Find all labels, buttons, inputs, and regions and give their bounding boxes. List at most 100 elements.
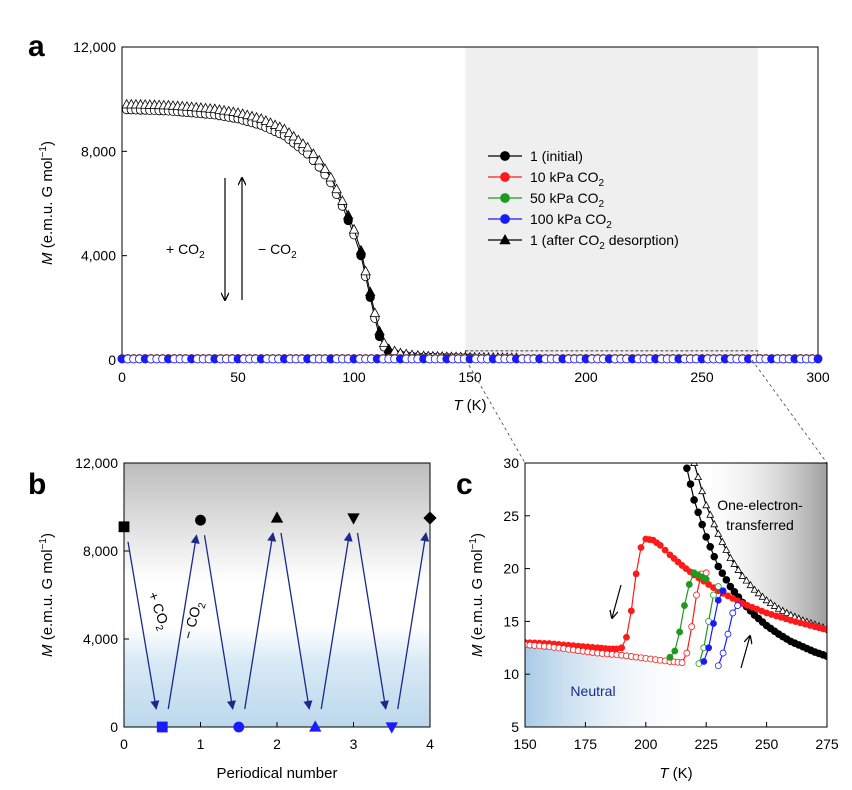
panel-c-x-tick-label: 225 (695, 736, 719, 752)
panel-c-data-point (681, 602, 688, 609)
panel-c-data-point (742, 576, 751, 584)
panel-a-data-point (342, 209, 354, 220)
panel-a-series-line (126, 103, 517, 359)
panel-c-data-point (632, 570, 640, 578)
panel-c-data-point (762, 596, 771, 604)
panel-a-data-point (374, 325, 385, 336)
panel-b-desorption-arrow (397, 532, 430, 710)
panel-a-y-tick-label: 8,000 (81, 143, 116, 159)
panel-a-plus-co2: + CO2 (166, 241, 205, 261)
panel-b-low-point (233, 721, 245, 733)
panel-c-y-tick-label: 10 (503, 666, 519, 682)
panel-a-data-point (288, 130, 299, 141)
panel-a-data-point (813, 354, 823, 364)
panel-c-x-tick-label: 275 (815, 736, 839, 752)
panel-a-data-point (297, 138, 309, 148)
panel-c-data-point (661, 546, 669, 554)
legend-marker (500, 214, 510, 224)
panel-a-x-tick-label: 150 (458, 369, 482, 385)
panel-c-data-point (637, 544, 645, 551)
panel-c-data-point (690, 463, 699, 466)
panel-c-data-point (671, 647, 679, 655)
panel-a-data-point (313, 154, 325, 165)
panel-c-x-tick-label: 150 (513, 736, 537, 752)
panel-a-shaded-region (465, 47, 758, 360)
panel-a-data-point (348, 223, 360, 234)
panel-c-data-point (702, 500, 711, 509)
panel-a-x-tick-label: 50 (230, 369, 246, 385)
panel-b-y-tick-label: 4,000 (83, 631, 118, 647)
panel-c-data-point (676, 628, 684, 636)
panel-c-data-point (754, 588, 763, 597)
panel-letter-a: a (28, 30, 45, 63)
panel-b-low-point (385, 722, 398, 734)
legend-label: 100 kPa CO2 (530, 211, 612, 231)
panel-a-data-point (364, 286, 376, 297)
panel-c-data-point (718, 537, 727, 545)
panel-c-x-tick-label: 200 (634, 736, 658, 752)
panel-c-data-point (774, 604, 783, 612)
panel-b-x-tick-label: 0 (120, 736, 128, 752)
panel-b-x-label: Periodical number (217, 765, 338, 782)
panel-b-chart: 0 1 2 3 4 0 4,000 8,000 12,000 Periodical number… (38, 455, 437, 782)
panel-b-desorption-arrow (244, 532, 277, 710)
panel-b-low-point (309, 720, 322, 732)
panel-b-high-point (423, 511, 437, 525)
panel-b-desorption-arrow (167, 534, 200, 710)
panel-c-data-point (690, 496, 698, 504)
panel-c-chart: 150 175 200 225 250 275 5 10 15 20 25 30 One-electr… (468, 455, 839, 782)
panel-c-y-tick-label: 20 (503, 561, 519, 577)
panel-b-x-tick-label: 3 (350, 736, 358, 752)
panel-c-data-point (618, 644, 626, 652)
panel-b-sorption-arrow (356, 532, 389, 710)
panel-c-data-point (734, 602, 742, 609)
panel-c-data-point (686, 480, 695, 488)
panel-c-data-point (705, 644, 713, 652)
panel-c-data-point (726, 582, 735, 591)
panel-c-data-point (782, 608, 791, 616)
panel-c-data-point (738, 571, 747, 579)
panel-c-data-point (730, 559, 739, 567)
panel-c-frame (524, 462, 828, 728)
panel-b-high-point (118, 521, 130, 533)
panel-c-data-point (688, 623, 696, 631)
panel-c-one-electron-label-1: One-electron- (717, 497, 803, 513)
legend-label: 10 kPa CO2 (530, 169, 604, 189)
panel-c-data-point (730, 588, 739, 596)
panel-b-sorption-arrow (127, 541, 160, 710)
panel-c-data-point (700, 658, 708, 665)
panel-c-data-point (778, 606, 787, 614)
panel-c-data-point (719, 649, 727, 657)
panel-letter-b: b (28, 468, 46, 501)
panel-c-data-point (726, 553, 735, 561)
panel-a-data-point (283, 127, 295, 137)
panel-c-data-point (627, 607, 635, 615)
panel-a-data-point (308, 148, 319, 158)
panel-c-data-point (722, 545, 731, 553)
panel-c-y-label: M (e.m.u. G mol−1) (468, 533, 486, 657)
panel-c-data-point (710, 519, 719, 528)
panel-b-low-point (156, 721, 168, 733)
panel-c-data-point (706, 510, 715, 518)
zoom-guide-left (465, 359, 526, 464)
panel-c-y-tick-label: 25 (503, 508, 519, 524)
panel-c-data-point (722, 576, 731, 584)
panel-c-data-point (698, 486, 707, 495)
legend-label: 1 (initial) (530, 148, 583, 164)
panel-b-high-point (270, 511, 284, 523)
panel-c-data-point (623, 633, 630, 641)
panel-c-data-point (823, 626, 827, 634)
panel-c-data-point (758, 592, 767, 600)
panel-c-data-point (719, 587, 727, 595)
panel-c-x-tick-label: 250 (755, 736, 779, 752)
panel-b-y-tick-label: 0 (110, 719, 118, 735)
panel-c-data-point (693, 591, 700, 599)
panel-c-y-tick-label: 5 (511, 719, 519, 735)
panel-b-high-point (347, 513, 360, 525)
panel-c-neutral-region (525, 645, 707, 727)
panel-a-data-point (378, 337, 390, 348)
panel-a-data-point (355, 244, 367, 255)
panel-c-data-point (702, 533, 710, 541)
legend-marker (499, 233, 511, 245)
